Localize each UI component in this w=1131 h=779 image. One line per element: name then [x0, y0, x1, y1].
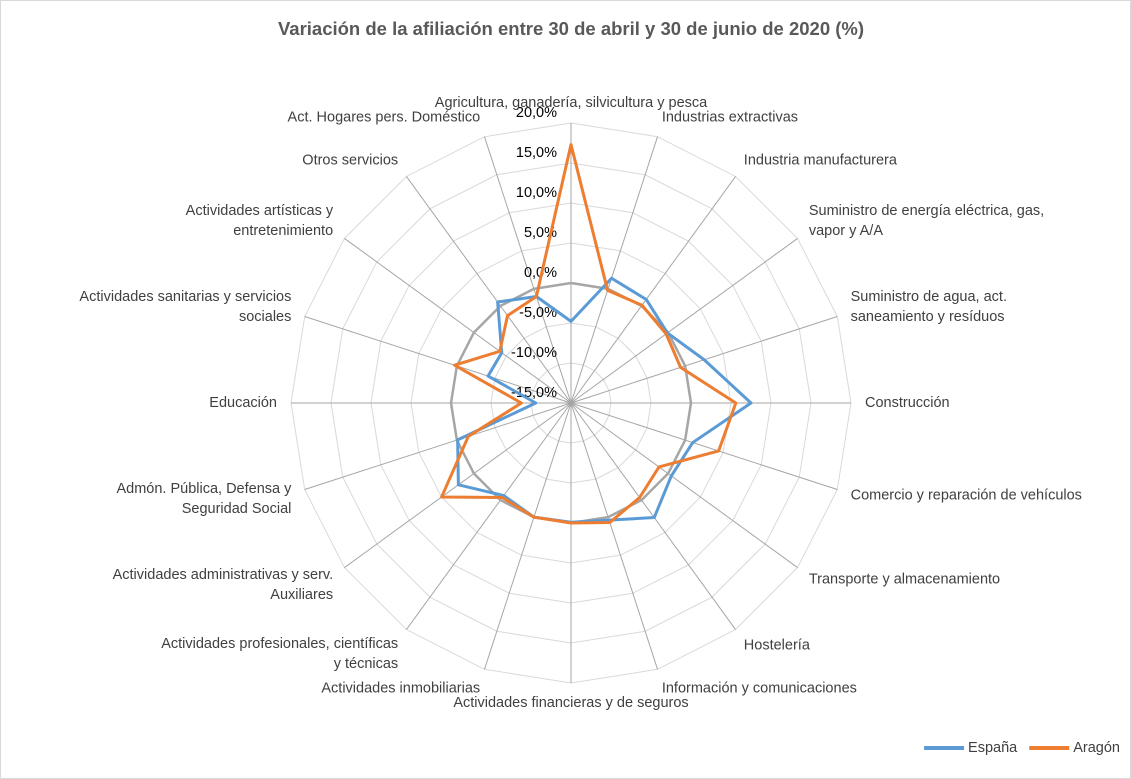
chart-title: Variación de la afiliación entre 30 de a… — [278, 18, 864, 39]
spoke — [570, 136, 659, 404]
category-label: Otros servicios — [302, 152, 398, 168]
spoke — [483, 136, 572, 404]
category-label: Información y comunicaciones — [662, 680, 857, 696]
y-tick-label: 10,0% — [516, 185, 557, 201]
spoke — [406, 176, 572, 404]
category-label: Educación — [209, 395, 277, 411]
y-tick-label: 20,0% — [516, 105, 557, 121]
category-label: Actividades administrativas y serv. Auxil… — [113, 567, 334, 603]
category-label: Actividades artísticas y entretenimiento — [186, 203, 334, 239]
spoke — [304, 315, 572, 404]
category-label: Hostelería — [744, 638, 811, 654]
category-label: Suministro de agua, act. saneamiento y re… — [851, 289, 1007, 325]
spoke — [570, 402, 798, 568]
category-label: Act. Hogares pers. Doméstico — [288, 110, 481, 126]
spoke — [344, 238, 572, 404]
category-label: Industrias extractivas — [662, 110, 798, 126]
category-label: Agricultura, ganadería, silvicultura y p… — [435, 95, 708, 111]
series-line — [440, 143, 738, 525]
category-label: Industria manufacturera — [744, 152, 898, 168]
category-label: Actividades sanitarias y servicios social… — [79, 289, 291, 325]
spoke — [570, 402, 659, 670]
y-tick-label: 15,0% — [516, 145, 557, 161]
spoke — [304, 402, 572, 491]
category-label: Admón. Pública, Defensa y Seguridad Socia… — [116, 481, 292, 517]
category-label: Transporte y almacenamiento — [809, 571, 1000, 587]
spoke — [570, 402, 838, 491]
spoke — [570, 176, 736, 404]
y-tick-label: -5,0% — [519, 305, 557, 321]
y-tick-label: -10,0% — [511, 345, 557, 361]
category-label: Construcción — [865, 395, 950, 411]
spoke — [570, 238, 798, 404]
spoke — [406, 402, 572, 630]
spoke — [483, 402, 572, 670]
category-label: Actividades inmobiliarias — [321, 680, 480, 696]
category-label: Comercio y reparación de vehículos — [851, 488, 1082, 504]
category-label: Actividades profesionales, científicas y … — [161, 636, 398, 672]
legend-label: Aragón — [1073, 740, 1120, 756]
category-label: Suministro de energía eléctrica, gas, vap… — [809, 203, 1044, 239]
legend-label: España — [968, 740, 1018, 756]
category-label: Actividades financieras y de seguros — [453, 695, 688, 711]
